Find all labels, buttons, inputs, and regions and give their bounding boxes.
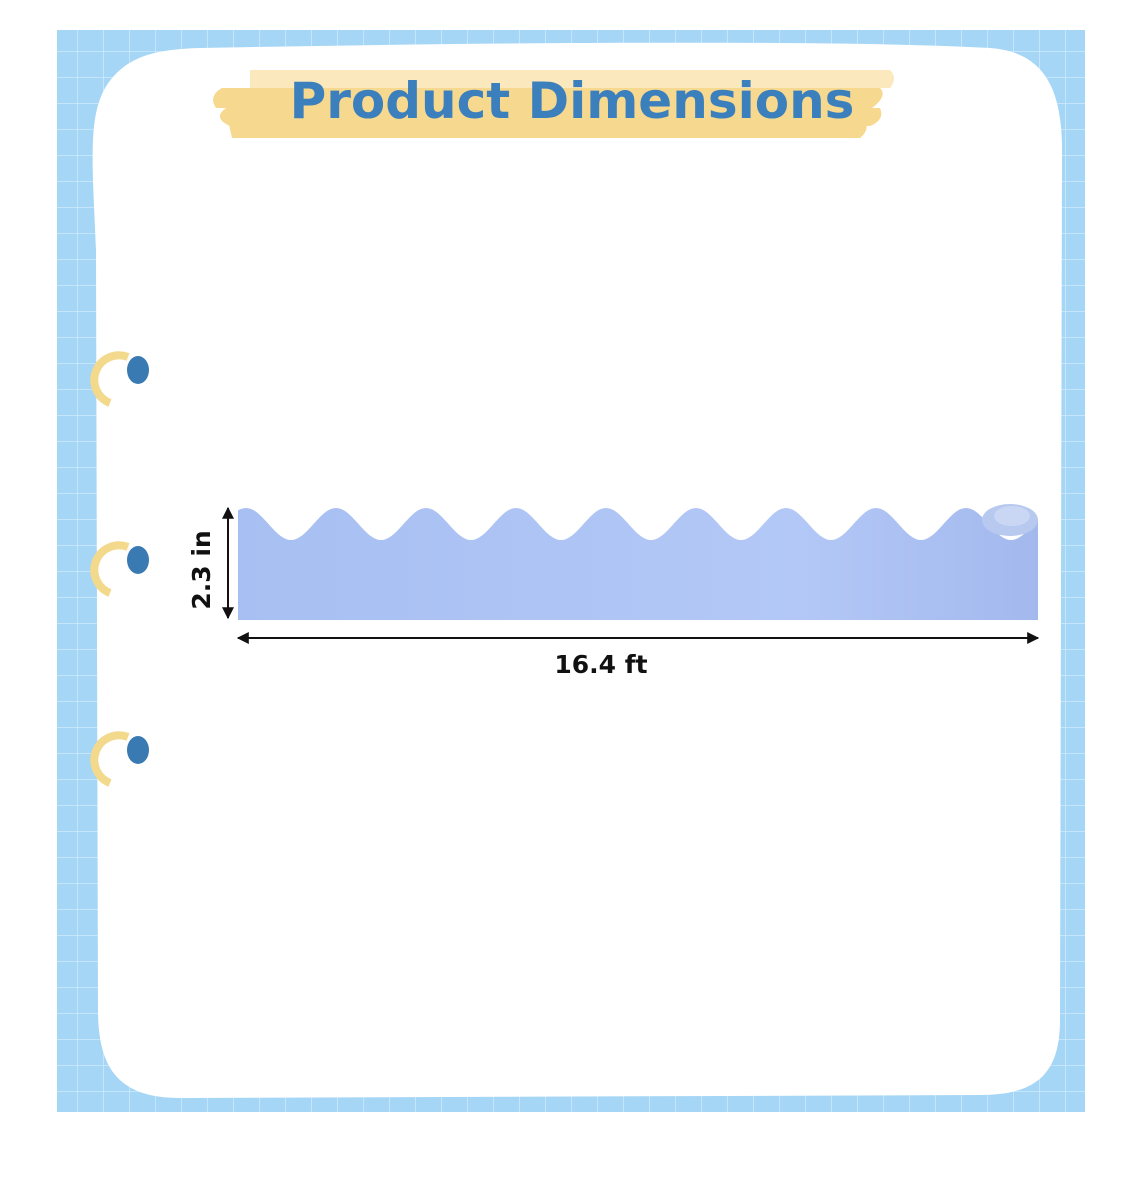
binder-ring-icon bbox=[90, 731, 130, 787]
height-label: 2.3 in bbox=[187, 530, 216, 609]
page-title: Product Dimensions bbox=[290, 72, 855, 130]
ring-hole bbox=[127, 546, 149, 574]
border-roll bbox=[982, 504, 1038, 536]
binder-rings bbox=[90, 351, 149, 787]
title-highlight bbox=[213, 70, 894, 138]
length-label: 16.4 ft bbox=[554, 650, 647, 679]
ring-hole bbox=[127, 736, 149, 764]
scalloped-border-strip bbox=[238, 508, 1038, 620]
binder-ring-icon bbox=[90, 351, 130, 407]
ring-hole bbox=[127, 356, 149, 384]
binder-ring-icon bbox=[90, 541, 130, 597]
